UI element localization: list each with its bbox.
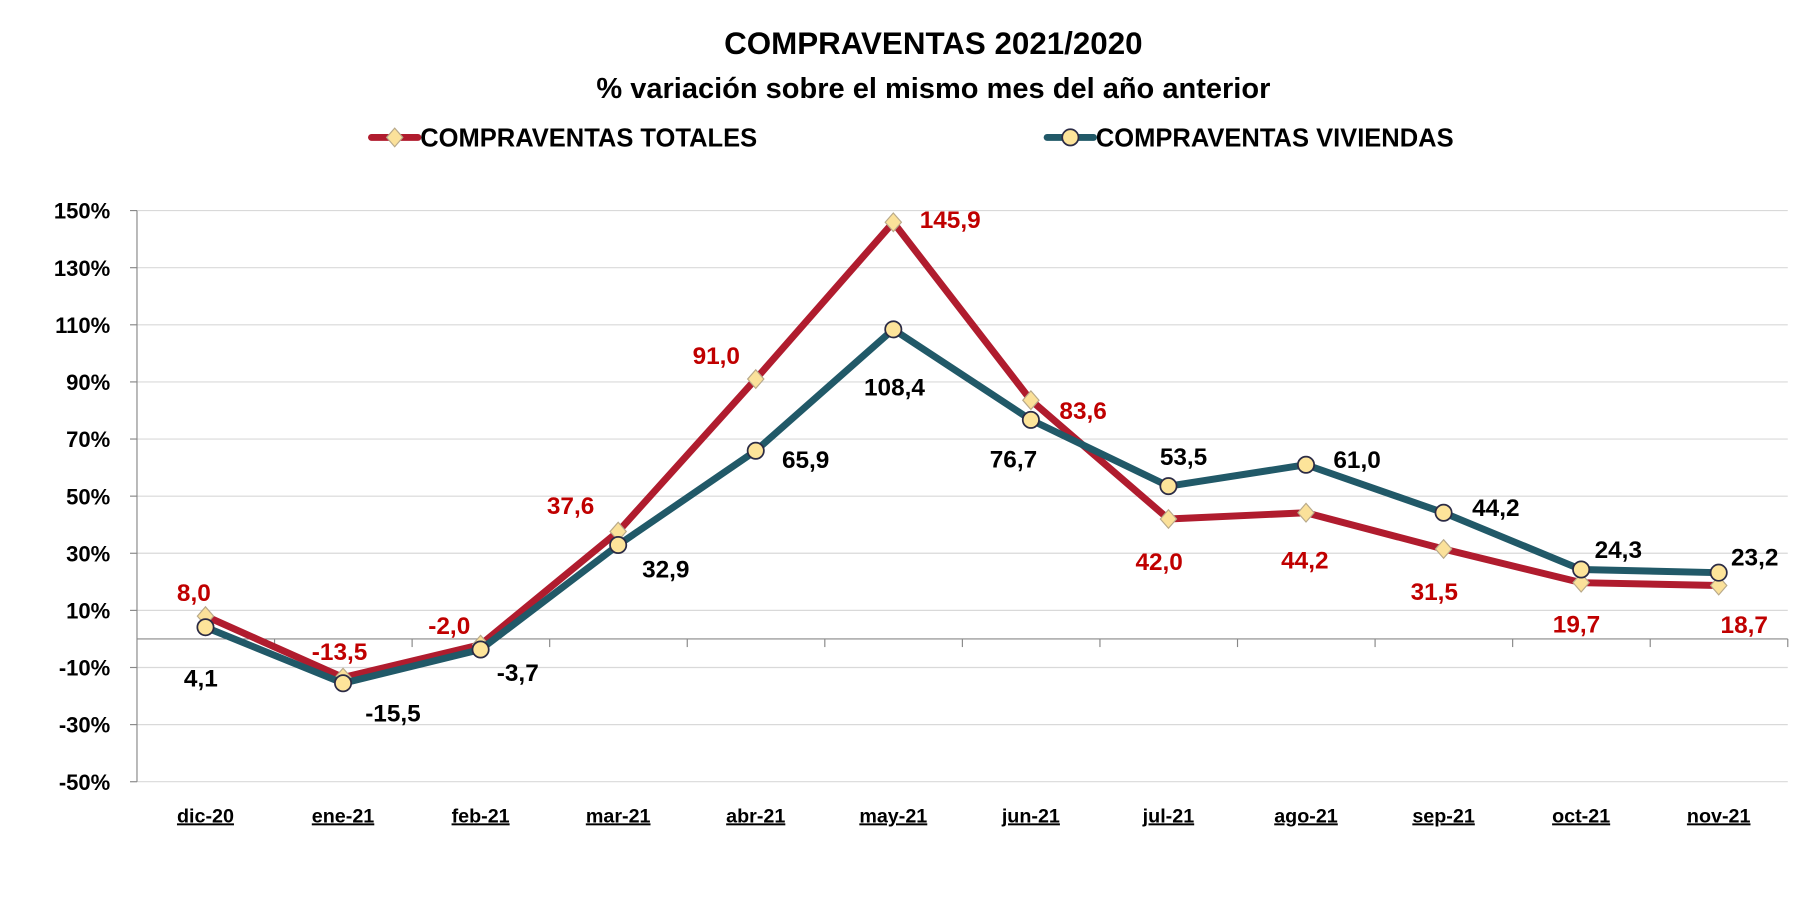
data-label: 42,0 [1135,549,1182,576]
data-label: -13,5 [312,639,368,666]
data-label: 18,7 [1721,612,1768,639]
data-point-circle [1159,477,1178,496]
data-label: 19,7 [1553,612,1600,639]
data-point-diamond [1297,502,1315,523]
data-label: 76,7 [990,446,1037,473]
x-tick-label: jun-21 [1001,805,1060,827]
data-point-diamond [1572,572,1591,593]
legend-item: COMPRAVENTAS TOTALES [368,125,757,153]
data-label: 4,1 [184,665,218,692]
data-label: 65,9 [782,447,829,474]
data-label: 8,0 [177,580,211,607]
data-point-diamond [1159,508,1178,530]
legend: COMPRAVENTAS TOTALES COMPRAVENTAS VIVIEND… [368,125,1454,153]
data-label: -3,7 [497,660,539,687]
data-label: 145,9 [920,207,981,234]
data-label: 91,0 [693,343,740,370]
y-tick-label: 10% [66,599,111,624]
data-point-circle [1297,455,1316,474]
series-group: 8,0 -13,5 -2,0 37,6 91,0 145,9 83,6 42,0 44,2 31,… [177,207,1778,727]
data-label: -15,5 [365,701,421,728]
data-point-circle [609,535,628,554]
x-tick-label: ago-21 [1274,805,1338,827]
chart-subtitle: % variación sobre el mismo mes del año a… [596,73,1270,105]
axes: 150% 130% 110% 90% 70% 50% 30% 10% -10% -30% -50% d… [54,199,1789,827]
y-tick-label: -50% [59,770,111,795]
y-tick-label: 150% [54,199,111,224]
data-label: 108,4 [864,375,925,402]
y-tick-label: 90% [66,370,111,395]
data-label: 53,5 [1160,444,1207,471]
data-point-diamond [1021,390,1040,411]
data-point-diamond [746,368,765,390]
data-point-circle [1021,410,1040,429]
data-label: 24,3 [1595,537,1642,564]
data-point-circle [1434,503,1453,522]
data-label: 31,5 [1411,579,1458,606]
data-label: 44,2 [1281,547,1328,574]
data-point-diamond [1709,575,1728,596]
data-label: 61,0 [1333,447,1380,474]
x-tick-label: sep-21 [1412,805,1475,827]
series-line [204,325,1719,687]
y-tick-label: 110% [55,313,111,338]
x-tick-label: mar-21 [586,805,651,827]
x-tick-label: jul-21 [1142,805,1195,827]
data-point-circle [1572,560,1591,579]
x-tick-label: ene-21 [312,805,375,827]
legend-item: COMPRAVENTAS VIVIENDAS [1043,125,1454,153]
data-label: 44,2 [1472,495,1519,522]
data-label: 23,2 [1731,545,1778,572]
gridlines [136,209,1788,783]
y-tick-label: -30% [59,713,111,738]
data-label: 37,6 [547,493,594,520]
data-point-diamond [1434,538,1453,560]
data-point-circle [746,441,765,460]
x-tick-label: may-21 [859,805,927,827]
x-tick-label: oct-21 [1552,805,1610,827]
x-tick-label: dic-20 [177,805,234,827]
data-point-circle [884,320,903,339]
chart-title: COMPRAVENTAS 2021/2020 [724,26,1142,61]
data-point-circle [334,674,353,693]
legend-circle-icon [1061,128,1080,147]
y-tick-label: 70% [66,427,111,452]
series-totales: 8,0 -13,5 -2,0 37,6 91,0 145,9 83,6 42,0 44,2 31,… [177,207,1768,688]
legend-diamond-icon [385,127,404,148]
data-point-circle [471,640,490,659]
x-tick-label: feb-21 [452,805,510,827]
series-line [204,218,1719,681]
data-point-circle [1709,563,1728,582]
data-label: 83,6 [1059,398,1106,425]
legend-label: COMPRAVENTAS VIVIENDAS [1096,125,1454,153]
data-point-diamond [884,212,903,233]
y-tick-label: 130% [54,256,111,281]
y-tick-label: 30% [66,541,111,566]
data-label: -2,0 [428,613,470,640]
legend-label: COMPRAVENTAS TOTALES [420,125,757,153]
series-viviendas: 4,1 -15,5 -3,7 32,9 65,9 108,4 76,7 53,5 61,0 44,… [184,320,1778,728]
x-tick-label: abr-21 [726,805,785,827]
x-tick-label: nov-21 [1687,805,1751,827]
y-tick-label: -10% [59,656,111,681]
y-tick-label: 50% [66,484,111,509]
data-label: 32,9 [642,556,689,583]
data-point-circle [196,618,215,637]
